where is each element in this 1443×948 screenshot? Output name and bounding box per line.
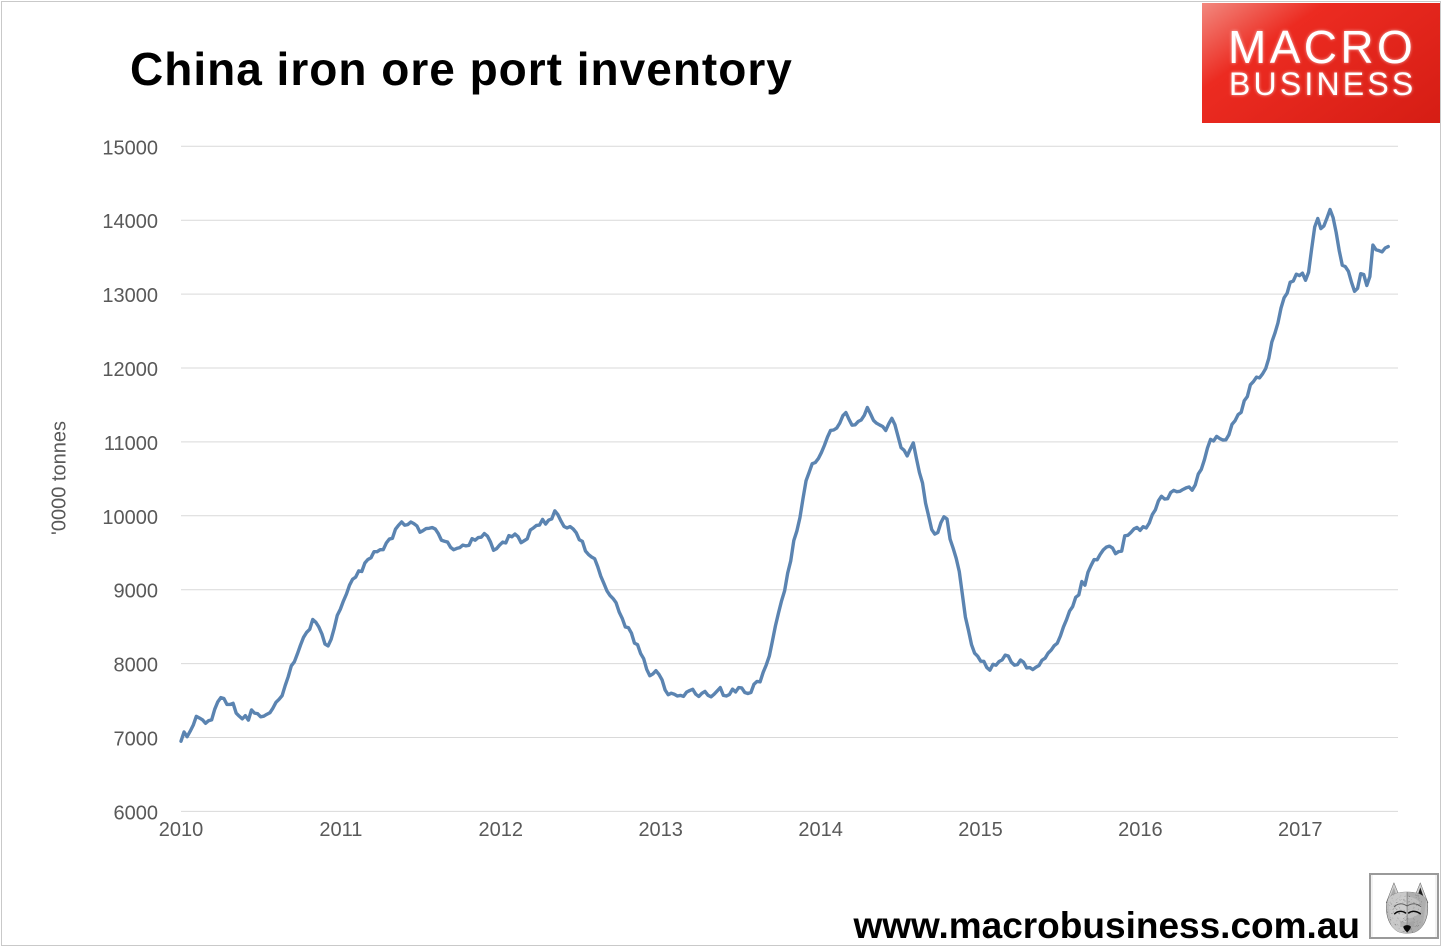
svg-text:2015: 2015: [958, 819, 1003, 841]
svg-text:13000: 13000: [102, 285, 158, 307]
svg-text:6000: 6000: [114, 802, 159, 824]
svg-text:2011: 2011: [319, 819, 362, 841]
svg-text:11000: 11000: [104, 433, 158, 455]
svg-text:2013: 2013: [638, 819, 683, 841]
svg-text:9000: 9000: [114, 581, 159, 603]
svg-text:14000: 14000: [102, 211, 158, 233]
svg-text:8000: 8000: [114, 655, 159, 677]
svg-text:2012: 2012: [479, 819, 524, 841]
svg-text:2017: 2017: [1278, 819, 1323, 841]
svg-text:7000: 7000: [114, 729, 159, 751]
svg-text:15000: 15000: [102, 137, 158, 159]
svg-text:2016: 2016: [1118, 819, 1163, 841]
svg-text:12000: 12000: [102, 359, 158, 381]
svg-text:2010: 2010: [159, 819, 204, 841]
svg-text:2014: 2014: [798, 819, 843, 841]
svg-text:10000: 10000: [102, 507, 158, 529]
